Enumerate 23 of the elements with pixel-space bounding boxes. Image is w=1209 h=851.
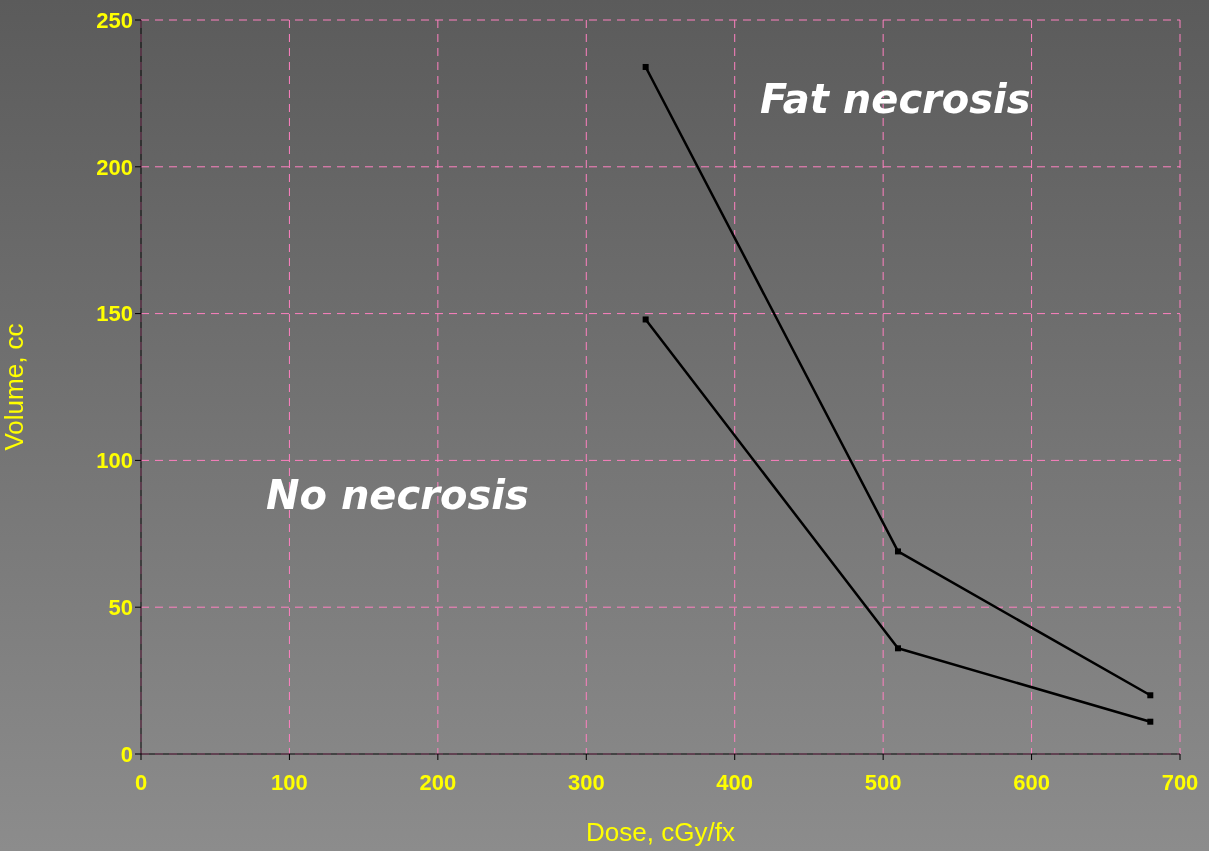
- y-tick-label: 0: [120, 741, 133, 767]
- y-tick-label: 200: [96, 154, 133, 180]
- x-tick-label: 100: [271, 769, 308, 795]
- point: [894, 548, 901, 555]
- y-axis-title: Volume, cc: [0, 323, 30, 451]
- x-tick-label: 500: [864, 769, 902, 795]
- point: [894, 645, 901, 652]
- x-tick-label: 700: [1161, 769, 1199, 795]
- y-tick-label: 100: [96, 448, 133, 474]
- y-tick-label: 50: [108, 595, 133, 621]
- x-tick-label: 600: [1013, 769, 1050, 795]
- annotation: Fat necrosis: [760, 76, 1031, 122]
- x-tick-label: 200: [419, 769, 457, 795]
- point: [642, 316, 649, 323]
- x-axis-title: Dose, cGy/fx: [586, 817, 735, 847]
- point: [1147, 718, 1154, 725]
- y-tick-label: 150: [96, 301, 133, 327]
- annotation: No necrosis: [266, 472, 529, 518]
- x-tick-label: 400: [716, 769, 754, 795]
- x-tick-label: 300: [567, 769, 605, 795]
- point: [1147, 692, 1154, 699]
- point: [642, 63, 649, 70]
- y-tick-label: 250: [96, 7, 133, 33]
